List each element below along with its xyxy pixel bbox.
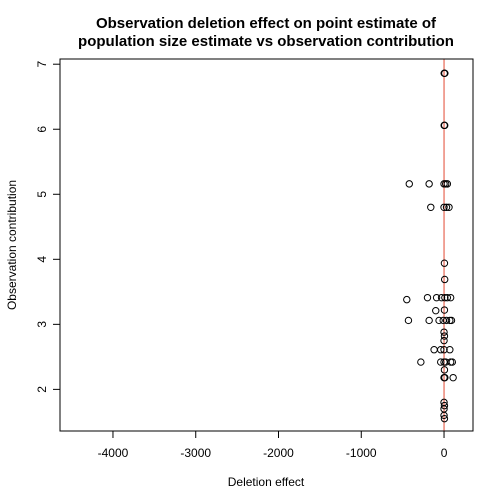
data-point	[440, 121, 449, 130]
data-point	[440, 332, 449, 340]
data-point	[403, 295, 411, 304]
data-point	[425, 316, 433, 325]
data-point	[440, 328, 448, 336]
y-tick-label: 4	[35, 256, 49, 263]
data-point	[447, 316, 456, 325]
data-point	[441, 373, 449, 382]
data-point	[449, 373, 457, 382]
data-point	[437, 358, 445, 366]
data-point	[441, 293, 449, 302]
data-point	[440, 275, 449, 284]
data-point	[440, 414, 449, 423]
x-axis: -4000 -3000 -2000 -1000 0	[98, 430, 448, 460]
data-point	[442, 316, 451, 325]
chart-title-line1: Observation deletion effect on point est…	[96, 15, 437, 32]
x-tick-label: -3000	[180, 446, 211, 460]
data-point	[437, 346, 445, 354]
points-layer	[403, 69, 457, 423]
x-tick-label: 0	[441, 446, 448, 460]
data-point	[440, 411, 448, 420]
data-point	[430, 346, 438, 354]
y-axis-label: Observation contribution	[5, 180, 19, 310]
data-point	[448, 358, 457, 366]
data-point	[427, 203, 435, 211]
x-axis-label: Deletion effect	[228, 475, 305, 489]
data-point	[441, 69, 449, 78]
data-point	[443, 180, 452, 188]
data-point	[437, 293, 446, 302]
y-tick-label: 7	[35, 61, 49, 68]
x-tick-label: -2000	[263, 446, 294, 460]
data-point	[435, 316, 443, 325]
data-point	[440, 366, 449, 374]
data-point	[442, 203, 451, 211]
y-tick-label: 3	[35, 321, 49, 328]
x-tick-label: -4000	[98, 446, 129, 460]
data-point	[445, 203, 453, 211]
data-point	[440, 336, 448, 345]
y-tick-label: 6	[35, 126, 49, 133]
data-point	[404, 316, 413, 325]
y-axis: 2 3 4 5 6 7	[35, 61, 61, 393]
x-tick-label: -1000	[346, 446, 377, 460]
chart-title-line2: population size estimate vs observation …	[78, 33, 454, 50]
plot-frame	[59, 58, 474, 432]
data-point	[440, 401, 449, 410]
data-point	[446, 346, 454, 354]
data-point	[440, 259, 449, 267]
data-point	[417, 358, 425, 366]
data-point	[405, 180, 413, 188]
data-point	[440, 306, 449, 314]
data-point	[440, 203, 448, 211]
data-point	[432, 306, 440, 315]
y-tick-label: 2	[35, 386, 49, 393]
data-point	[443, 293, 452, 302]
data-point	[423, 293, 432, 302]
y-tick-label: 5	[35, 191, 49, 198]
data-point	[446, 293, 455, 302]
data-point	[432, 293, 441, 302]
data-point	[425, 180, 433, 188]
data-point	[440, 346, 448, 354]
